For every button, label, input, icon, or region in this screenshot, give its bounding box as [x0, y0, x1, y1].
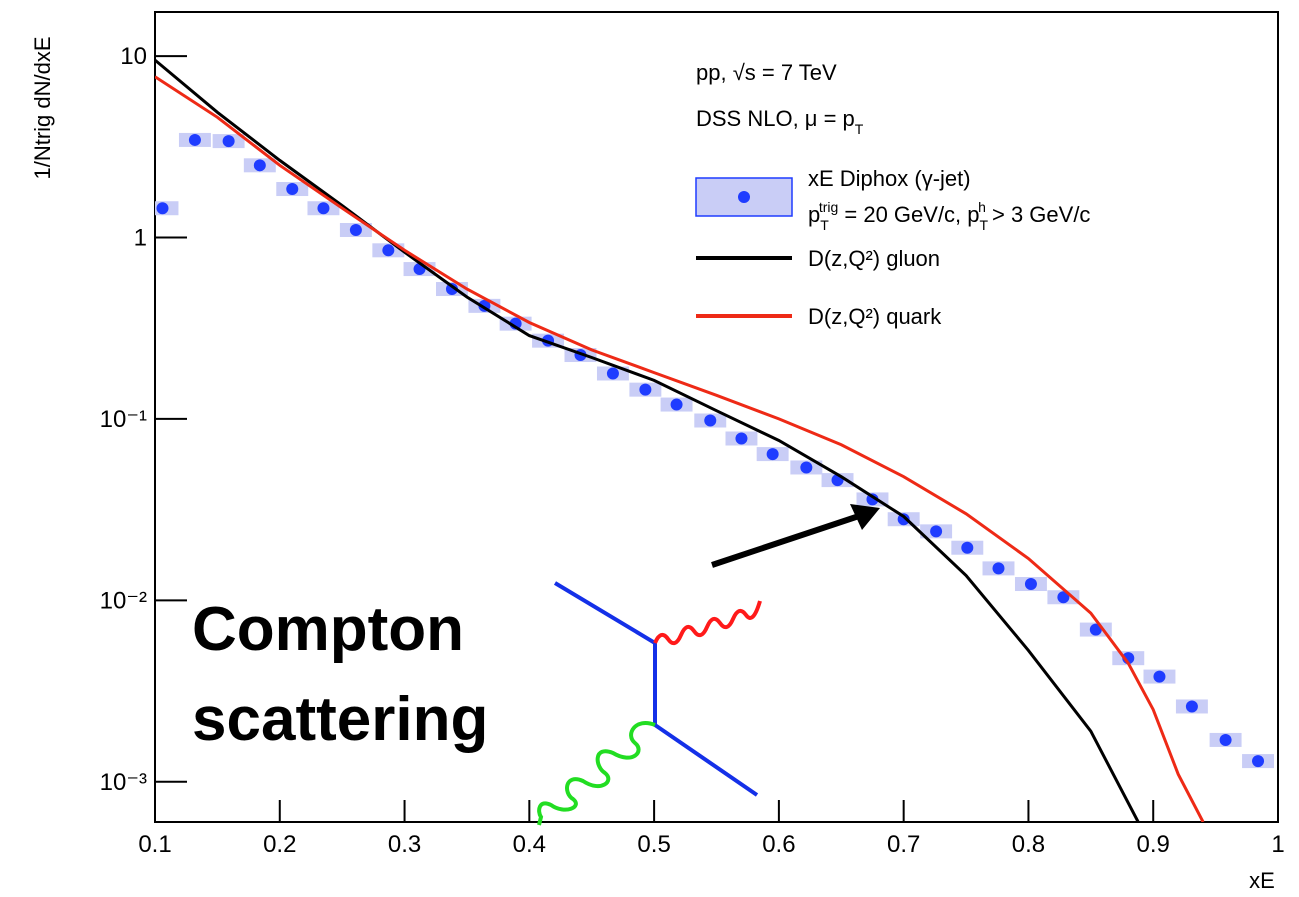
- data-point: [961, 541, 974, 554]
- data-point: [800, 461, 813, 474]
- annotation: scattering: [192, 685, 488, 754]
- note-part: pp, √s = 7 TeV: [696, 60, 837, 85]
- data-point: [222, 135, 235, 148]
- data-point: [286, 183, 299, 196]
- data-point: [1057, 591, 1070, 604]
- note-part: T: [820, 217, 829, 233]
- data-point: [639, 383, 652, 396]
- data-point: [704, 414, 717, 427]
- note: pp, √s = 7 TeV: [696, 60, 837, 85]
- note-part: p: [808, 202, 820, 227]
- data-point: [1185, 700, 1198, 713]
- note-part: trig: [819, 199, 838, 215]
- annotation: Compton: [192, 595, 464, 664]
- note-part: h: [978, 199, 986, 215]
- x-tick-label: 0.7: [887, 831, 920, 858]
- legend-label: xE Diphox (γ-jet): [808, 166, 971, 191]
- x-tick-label: 0.6: [762, 831, 795, 858]
- x-tick-label: 1: [1271, 831, 1284, 858]
- data-point: [349, 223, 362, 236]
- x-tick-label: 0.9: [1137, 831, 1170, 858]
- x-tick-label: 0.2: [263, 831, 296, 858]
- data-point: [1089, 623, 1102, 636]
- data-point: [606, 367, 619, 380]
- data-point: [445, 283, 458, 296]
- data-point: [317, 202, 330, 215]
- note: DSS NLO, μ = pT: [696, 106, 864, 137]
- data-point: [1153, 670, 1166, 683]
- y-axis-label: 1/Ntrig dN/dxE: [30, 36, 55, 179]
- data-point: [156, 202, 169, 215]
- legend-label: D(z,Q²) quark: [808, 304, 942, 329]
- data-point: [1024, 578, 1037, 591]
- curve: [155, 75, 1205, 822]
- plot-area: [155, 58, 1275, 822]
- data-point: [992, 562, 1005, 575]
- curve: [155, 58, 1140, 822]
- x-tick-label: 0.8: [1012, 831, 1045, 858]
- note-part: T: [980, 217, 989, 233]
- note: pTtrig = 20 GeV/c, pTh > 3 GeV/c: [808, 199, 1090, 233]
- x-tick-label: 0.1: [138, 831, 171, 858]
- y-tick-label: 10⁻²: [100, 587, 147, 614]
- data-point: [1252, 755, 1265, 768]
- note-part: = 20 GeV/c, p: [838, 202, 979, 227]
- data-point: [253, 159, 266, 172]
- arrow: [711, 504, 880, 568]
- feynman-diagram: [537, 581, 762, 826]
- y-tick-label: 10⁻³: [100, 769, 147, 796]
- y-tick-label: 10: [120, 43, 147, 70]
- plot-frame: [154, 11, 1279, 823]
- note-part: DSS NLO, μ = p: [696, 106, 855, 131]
- data-point: [766, 448, 779, 461]
- data-point: [382, 244, 395, 257]
- legend-dot: [738, 191, 750, 203]
- y-tick-label: 10⁻¹: [100, 406, 147, 433]
- data-point: [670, 398, 683, 411]
- data-point: [1219, 733, 1232, 746]
- x-tick-label: 0.3: [388, 831, 421, 858]
- x-axis-label: xE: [1249, 868, 1275, 893]
- x-tick-label: 0.5: [637, 831, 670, 858]
- legend-label: D(z,Q²) gluon: [808, 246, 940, 271]
- x-tick-label: 0.4: [513, 831, 546, 858]
- data-point: [188, 133, 201, 146]
- data-point: [930, 525, 943, 538]
- note-part: > 3 GeV/c: [986, 202, 1091, 227]
- y-tick-label: 1: [134, 225, 147, 252]
- note-part: T: [855, 121, 864, 137]
- data-point: [735, 432, 748, 445]
